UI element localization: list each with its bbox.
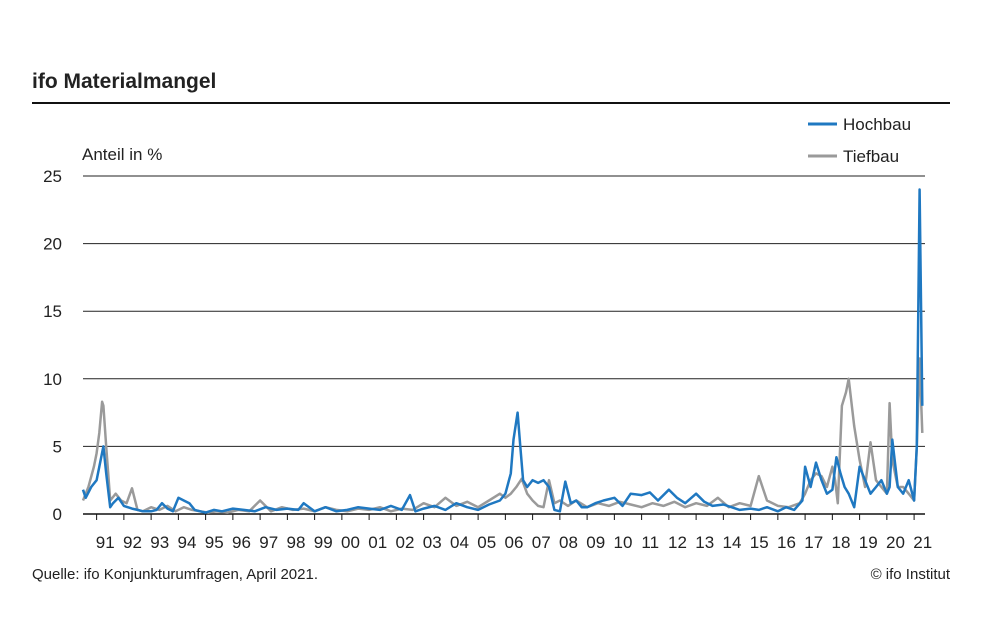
x-tick-label: 17: [804, 533, 823, 552]
x-tick-label: 03: [423, 533, 442, 552]
x-tick-label: 00: [341, 533, 360, 552]
x-tick-label: 02: [396, 533, 415, 552]
x-tick-label: 97: [259, 533, 278, 552]
x-tick-label: 94: [178, 533, 197, 552]
x-tick-label: 05: [477, 533, 496, 552]
legend: Hochbau Tiefbau: [808, 115, 911, 166]
x-tick-label: 20: [886, 533, 905, 552]
x-tick-label: 21: [913, 533, 932, 552]
x-tick-label: 07: [532, 533, 551, 552]
x-tick-label: 99: [314, 533, 333, 552]
x-tick-label: 12: [668, 533, 687, 552]
x-tick-label: 19: [859, 533, 878, 552]
grid-lines: [83, 175, 925, 515]
y-tick-label: 10: [43, 370, 62, 389]
x-tick-label: 15: [750, 533, 769, 552]
x-tick-label: 98: [287, 533, 306, 552]
legend-label-tiefbau: Tiefbau: [843, 147, 899, 166]
chart-title: ifo Materialmangel: [32, 70, 217, 93]
y-axis-title: Anteil in %: [82, 145, 162, 164]
legend-label-hochbau: Hochbau: [843, 115, 911, 134]
y-tick-label: 20: [43, 235, 62, 254]
x-tick-label: 01: [368, 533, 387, 552]
x-tick-label: 06: [505, 533, 524, 552]
x-tick-label: 18: [832, 533, 851, 552]
x-tick-label: 08: [559, 533, 578, 552]
y-tick-label: 15: [43, 302, 62, 321]
x-tick-label: 14: [723, 533, 742, 552]
source-note: Quelle: ifo Konjunkturumfragen, April 20…: [32, 566, 319, 583]
x-tick-label: 93: [150, 533, 169, 552]
y-tick-label: 5: [53, 437, 62, 456]
x-tick-label: 10: [614, 533, 633, 552]
x-tick-label: 96: [232, 533, 251, 552]
x-tick-label: 04: [450, 533, 469, 552]
series-line-tiefbau: [81, 357, 924, 514]
title-divider: [32, 102, 950, 104]
x-tick-label: 16: [777, 533, 796, 552]
x-tick-label: 91: [96, 533, 115, 552]
x-tick-label: 09: [586, 533, 605, 552]
copyright-note: © ifo Institut: [870, 566, 950, 583]
x-tick-label: 13: [695, 533, 714, 552]
x-tick-label: 11: [641, 533, 659, 552]
series-lines: [81, 188, 924, 514]
y-tick-label: 0: [53, 505, 62, 524]
x-tick-label: 92: [123, 533, 142, 552]
y-tick-label: 25: [43, 167, 62, 186]
x-tick-label: 95: [205, 533, 224, 552]
series-line-hochbau: [81, 188, 924, 514]
